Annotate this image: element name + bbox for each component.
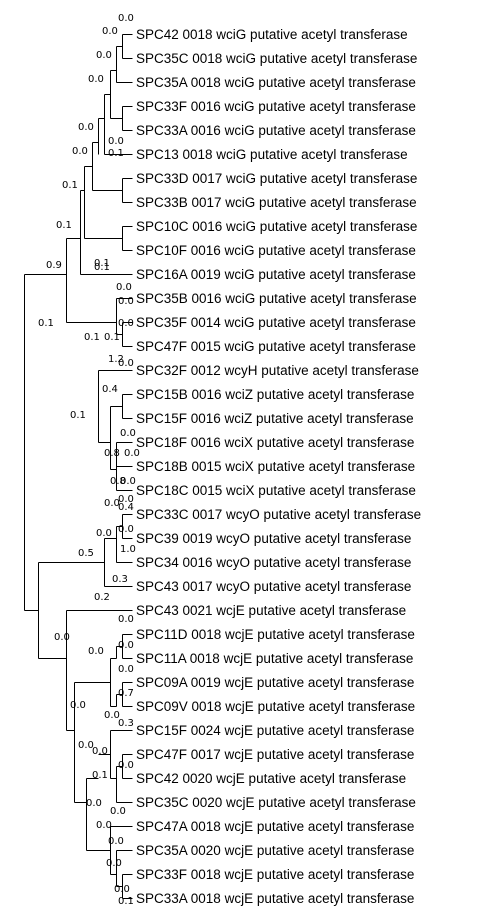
branch-length-label-36: 0.2 bbox=[94, 592, 110, 603]
branch-length-label-24: 0.8 bbox=[104, 448, 120, 459]
leaf-label-26: SPC11A 0018 wcjE putative acetyl transfe… bbox=[136, 651, 413, 666]
leaf-label-32: SPC35C 0020 wcjE putative acetyl transfe… bbox=[136, 795, 416, 810]
branch-length-label-45: 0.3 bbox=[118, 718, 134, 729]
branch-length-label-32: 0.0 bbox=[118, 524, 134, 535]
leaf-label-13: SPC47F 0015 wciG putative acetyl transfe… bbox=[136, 339, 416, 354]
branch-length-label-0: 0.0 bbox=[118, 13, 134, 24]
branch-length-label-48: 0.0 bbox=[118, 760, 134, 771]
leaf-label-6: SPC33D 0017 wciG putative acetyl transfe… bbox=[136, 171, 417, 186]
branch-length-label-8: 0.1 bbox=[62, 180, 78, 191]
branch-length-label-18: 0.1 bbox=[104, 332, 120, 343]
branch-length-label-17: 0.0 bbox=[118, 318, 134, 329]
leaf-label-28: SPC09V 0018 wcjE putative acetyl transfe… bbox=[136, 699, 415, 714]
branch-length-label-51: 0.0 bbox=[110, 806, 126, 817]
branch-length-label-29: 0.0 bbox=[104, 498, 120, 509]
branch-length-label-47: 0.0 bbox=[92, 746, 108, 757]
branch-length-label-56: 0.1 bbox=[118, 896, 134, 907]
branch-length-label-34: 0.5 bbox=[78, 548, 94, 559]
leaf-label-22: SPC34 0016 wcyO putative acetyl transfer… bbox=[136, 555, 411, 570]
branch-length-label-14: 0.1 bbox=[84, 332, 100, 343]
branch-length-label-37: 0.0 bbox=[54, 632, 70, 643]
leaf-label-2: SPC35A 0018 wciG putative acetyl transfe… bbox=[136, 75, 416, 90]
branch-length-label-50: 0.0 bbox=[86, 798, 102, 809]
branch-length-label-35: 0.3 bbox=[112, 574, 128, 585]
leaf-labels: SPC42 0018 wciG putative acetyl transfer… bbox=[136, 27, 421, 906]
leaf-label-7: SPC33B 0017 wciG putative acetyl transfe… bbox=[136, 195, 417, 210]
leaf-label-12: SPC35F 0014 wciG putative acetyl transfe… bbox=[136, 315, 416, 330]
leaf-label-19: SPC18C 0015 wciX putative acetyl transfe… bbox=[136, 483, 416, 498]
branch-length-label-33: 1.0 bbox=[120, 544, 136, 555]
branch-length-label-11: 0.9 bbox=[46, 260, 62, 271]
branch-length-label-43: 0.0 bbox=[70, 700, 86, 711]
leaf-label-29: SPC15F 0024 wcjE putative acetyl transfe… bbox=[136, 723, 414, 738]
branch-length-label-31: 0.0 bbox=[96, 528, 112, 539]
leaf-label-9: SPC10F 0016 wciG putative acetyl transfe… bbox=[136, 243, 416, 258]
branch-length-label-19: 1.2 bbox=[108, 354, 124, 365]
branch-length-label-16: 0.0 bbox=[118, 296, 134, 307]
leaf-label-31: SPC42 0020 wcjE putative acetyl transfer… bbox=[136, 771, 406, 786]
leaf-label-36: SPC33A 0018 wcjE putative acetyl transfe… bbox=[136, 891, 414, 906]
branch-length-label-10: 0.1 bbox=[94, 258, 110, 269]
branch-length-label-39: 0.0 bbox=[118, 640, 134, 651]
leaf-label-4: SPC33A 0016 wciG putative acetyl transfe… bbox=[136, 123, 416, 138]
branch-length-label-1: 0.0 bbox=[102, 26, 118, 37]
branch-length-label-2: 0.0 bbox=[96, 50, 112, 61]
branch-length-labels: 0.00.00.00.00.00.00.00.10.10.10.10.90.10… bbox=[38, 13, 140, 907]
leaf-label-10: SPC16A 0019 wciG putative acetyl transfe… bbox=[136, 267, 416, 282]
leaf-label-23: SPC43 0017 wcyO putative acetyl transfer… bbox=[136, 579, 411, 594]
leaf-label-11: SPC35B 0016 wciG putative acetyl transfe… bbox=[136, 291, 417, 306]
leaf-label-30: SPC47F 0017 wcjE putative acetyl transfe… bbox=[136, 747, 414, 762]
leaf-label-34: SPC35A 0020 wcjE putative acetyl transfe… bbox=[136, 843, 414, 858]
branch-length-label-6: 0.0 bbox=[108, 136, 124, 147]
branch-length-label-3: 0.0 bbox=[88, 74, 104, 85]
leaf-label-0: SPC42 0018 wciG putative acetyl transfer… bbox=[136, 27, 408, 42]
leaf-label-20: SPC33C 0017 wcyO putative acetyl transfe… bbox=[136, 507, 421, 522]
leaf-label-21: SPC39 0019 wcyO putative acetyl transfer… bbox=[136, 531, 411, 546]
branch-length-label-12: 0.1 bbox=[38, 318, 54, 329]
leaf-label-14: SPC32F 0012 wcyH putative acetyl transfe… bbox=[136, 363, 419, 378]
leaf-label-24: SPC43 0021 wcjE putative acetyl transfer… bbox=[136, 603, 406, 618]
branch-length-label-4: 0.0 bbox=[78, 122, 94, 133]
branch-length-label-38: 0.0 bbox=[118, 614, 134, 625]
leaf-label-5: SPC13 0018 wciG putative acetyl transfer… bbox=[136, 147, 408, 162]
leaf-label-16: SPC15F 0016 wciZ putative acetyl transfe… bbox=[136, 411, 414, 426]
branch-length-label-46: 0.0 bbox=[78, 740, 94, 751]
leaf-label-1: SPC35C 0018 wciG putative acetyl transfe… bbox=[136, 51, 417, 66]
branch-length-label-9: 0.1 bbox=[56, 220, 72, 231]
branch-length-label-28: 0.0 bbox=[118, 494, 134, 505]
branch-length-label-40: 0.0 bbox=[88, 646, 104, 657]
branch-length-label-13: 0.1 bbox=[94, 262, 110, 273]
branch-length-label-26: 0.8 bbox=[110, 476, 126, 487]
branch-length-label-52: 0.0 bbox=[96, 820, 112, 831]
branch-length-label-25: 0.0 bbox=[124, 448, 140, 459]
branch-length-label-44: 0.0 bbox=[104, 710, 120, 721]
branch-length-label-41: 0.0 bbox=[118, 664, 134, 675]
branch-length-label-21: 0.4 bbox=[102, 384, 118, 395]
branch-length-label-5: 0.0 bbox=[72, 146, 88, 157]
leaf-label-17: SPC18F 0016 wciX putative acetyl transfe… bbox=[136, 435, 414, 450]
branch-length-label-53: 0.0 bbox=[108, 836, 124, 847]
branch-length-label-49: 0.1 bbox=[92, 770, 108, 781]
branch-length-label-7: 0.1 bbox=[108, 148, 124, 159]
leaf-label-15: SPC15B 0016 wciZ putative acetyl transfe… bbox=[136, 387, 414, 402]
leaf-label-25: SPC11D 0018 wcjE putative acetyl transfe… bbox=[136, 627, 415, 642]
branch-length-label-42: 0.7 bbox=[118, 688, 134, 699]
branch-length-label-30: 0.4 bbox=[118, 502, 134, 513]
branch-length-label-54: 0.0 bbox=[106, 858, 122, 869]
leaf-label-18: SPC18B 0015 wciX putative acetyl transfe… bbox=[136, 459, 415, 474]
branch-length-label-27: 0.0 bbox=[120, 476, 136, 487]
branch-length-label-20: 0.0 bbox=[118, 358, 134, 369]
leaf-label-8: SPC10C 0016 wciG putative acetyl transfe… bbox=[136, 219, 417, 234]
leaf-label-33: SPC47A 0018 wcjE putative acetyl transfe… bbox=[136, 819, 414, 834]
branch-length-label-55: 0.0 bbox=[114, 884, 130, 895]
branch-length-label-23: 0.0 bbox=[120, 428, 136, 439]
branch-length-label-22: 0.1 bbox=[70, 410, 86, 421]
leaf-label-27: SPC09A 0019 wcjE putative acetyl transfe… bbox=[136, 675, 414, 690]
branch-length-label-15: 0.0 bbox=[116, 282, 132, 293]
tree-branches bbox=[24, 34, 133, 899]
leaf-label-35: SPC33F 0018 wcjE putative acetyl transfe… bbox=[136, 867, 414, 882]
leaf-label-3: SPC33F 0016 wciG putative acetyl transfe… bbox=[136, 99, 416, 114]
